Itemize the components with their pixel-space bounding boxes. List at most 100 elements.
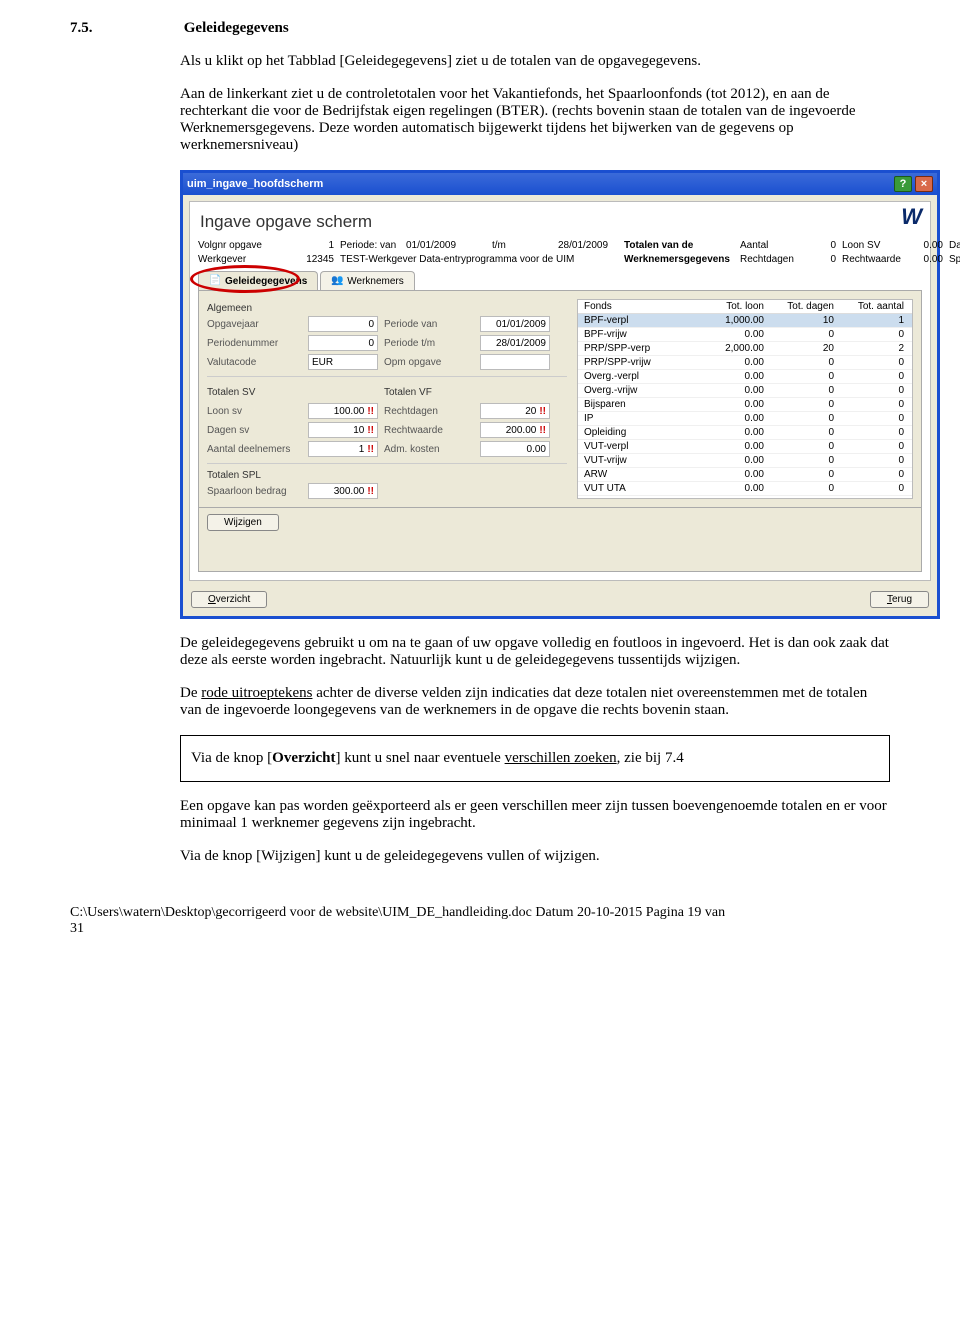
panel-title: Ingave opgave scherm — [198, 208, 922, 240]
para-7: Via de knop [Wijzigen] kunt u de geleide… — [180, 848, 890, 865]
table-row[interactable]: VUT-verpl0.0000 — [578, 440, 912, 454]
fld-aantaldn[interactable]: 1!! — [308, 441, 378, 457]
fld-opgavejaar[interactable]: 0 — [308, 316, 378, 332]
val-rechtdagen: 0 — [806, 254, 836, 265]
panel: W Ingave opgave scherm Volgnr opgave 1 P… — [189, 201, 931, 581]
button-bar-2: OOverzichtverzicht Terug — [183, 587, 937, 616]
section-header: 7.5. Geleidegegevens — [70, 20, 890, 37]
lbl-loonsv: Loon SV — [842, 240, 897, 251]
table-row[interactable]: VUT-vrijw0.0000 — [578, 454, 912, 468]
overzicht-button[interactable]: OOverzichtverzicht — [191, 591, 267, 608]
lbl-rechtwaarde: Rechtwaarde — [842, 254, 897, 265]
para-4: De rode uitroeptekens achter de diverse … — [180, 685, 890, 719]
footer-path: C:\Users\watern\Desktop\gecorrigeerd voo… — [70, 905, 890, 921]
fld-periodetm[interactable]: 28/01/2009 — [480, 335, 550, 351]
lbl-spaarloon2: Spaarloon bedrag — [207, 486, 302, 497]
para-3: De geleidegegevens gebruikt u om na te g… — [180, 635, 890, 669]
table-row[interactable]: BPF-vrijw0.0000 — [578, 328, 912, 342]
tab-werknemers[interactable]: 👥 Werknemers — [320, 271, 415, 290]
lbl-valuta: Valutacode — [207, 357, 302, 368]
grp-algemeen: Algemeen — [207, 303, 567, 314]
grp-totspl: Totalen SPL — [207, 470, 567, 481]
lbl-dagensv2: Dagen sv — [207, 425, 302, 436]
tab-geleidegegevens[interactable]: 📄 Geleidegegevens — [198, 271, 318, 290]
table-row[interactable]: Bijsparen0.0000 — [578, 398, 912, 412]
logo: W — [901, 204, 922, 230]
section-num: 7.5. — [70, 20, 180, 37]
table-row[interactable]: Opleiding0.0000 — [578, 426, 912, 440]
screenshot-window: uim_ingave_hoofdscherm ? × W Ingave opga… — [180, 170, 940, 619]
table-row[interactable]: Overg.-vrijw0.0000 — [578, 384, 912, 398]
window-title: uim_ingave_hoofdscherm — [187, 178, 323, 190]
fld-periodevan[interactable]: 01/01/2009 — [480, 316, 550, 332]
table-row[interactable]: VUT UTA0.0000 — [578, 482, 912, 496]
section-title: Geleidegegevens — [184, 20, 289, 36]
fld-rechtw[interactable]: 200.00!! — [480, 422, 550, 438]
para-1: Als u klikt op het Tabblad [Geleidegegev… — [180, 53, 890, 70]
col-totaantal: Tot. aantal — [834, 301, 904, 312]
col-totloon: Tot. loon — [694, 301, 764, 312]
fond-head: Fonds Tot. loon Tot. dagen Tot. aantal — [578, 300, 912, 314]
exc-icon: !! — [539, 425, 546, 436]
fld-periodennr[interactable]: 0 — [308, 335, 378, 351]
table-row[interactable]: IP0.0000 — [578, 412, 912, 426]
exc-icon: !! — [367, 406, 374, 417]
people-icon: 👥 — [331, 275, 343, 287]
col-totdagen: Tot. dagen — [764, 301, 834, 312]
fld-opm[interactable] — [480, 354, 550, 370]
lbl-aantaldn: Aantal deelnemers — [207, 444, 302, 455]
lbl-opm: Opm opgave — [384, 357, 474, 368]
lbl-periodevan: Periode van — [384, 319, 474, 330]
lbl-rechtw2: Rechtwaarde — [384, 425, 474, 436]
grp-totsv: Totalen SV — [207, 387, 378, 398]
lbl-tm: t/m — [492, 240, 552, 251]
val-werkgever-naam: TEST-Werkgever Data-entryprogramma voor … — [340, 254, 618, 265]
table-row[interactable]: BPF-verpl1,000.00101 — [578, 314, 912, 328]
fld-dagensv[interactable]: 10!! — [308, 422, 378, 438]
help-icon[interactable]: ? — [894, 176, 912, 192]
table-row[interactable]: PRP/SPP-vrijw0.0000 — [578, 356, 912, 370]
fld-admk[interactable]: 0.00 — [480, 441, 550, 457]
val-periodevan: 01/01/2009 — [406, 240, 486, 251]
lbl-aantal: Aantal — [740, 240, 800, 251]
lbl-loonsv2: Loon sv — [207, 406, 302, 417]
wijzigen-button[interactable]: Wijzigen — [207, 514, 279, 531]
val-werkgever: 12345 — [274, 254, 334, 265]
lbl-admk: Adm. kosten — [384, 444, 474, 455]
close-icon[interactable]: × — [915, 176, 933, 192]
header-grid: Volgnr opgave 1 Periode: van 01/01/2009 … — [198, 240, 922, 265]
terug-button[interactable]: Terug — [870, 591, 929, 608]
table-row[interactable]: ARW0.0000 — [578, 468, 912, 482]
tab-icon: 📄 — [209, 275, 221, 287]
para-6: Een opgave kan pas worden geëxporteerd a… — [180, 798, 890, 832]
titlebar: uim_ingave_hoofdscherm ? × — [183, 173, 937, 195]
lbl-opgavejaar: Opgavejaar — [207, 319, 302, 330]
lbl-rechtdg: Rechtdagen — [384, 406, 474, 417]
footer-page: 31 — [70, 921, 890, 937]
exc-icon: !! — [539, 406, 546, 417]
lbl-dagensv: Dagen SV — [949, 240, 960, 251]
table-row[interactable]: PRP/SPP-verp2,000.00202 — [578, 342, 912, 356]
table-row[interactable]: Overg.-verpl0.0000 — [578, 370, 912, 384]
fld-valuta[interactable]: EUR — [308, 354, 378, 370]
lbl-volgnr: Volgnr opgave — [198, 240, 268, 251]
lbl-periodennr: Periodenummer — [207, 338, 302, 349]
fld-loonsv[interactable]: 100.00!! — [308, 403, 378, 419]
fld-spaarloon[interactable]: 300.00!! — [308, 483, 378, 499]
para-2: Aan de linkerkant ziet u de controletota… — [180, 86, 890, 154]
val-volgnr: 1 — [274, 240, 334, 251]
left-col: Algemeen Opgavejaar 0 Periode van 01/01/… — [207, 299, 567, 499]
form-body: Algemeen Opgavejaar 0 Periode van 01/01/… — [198, 291, 922, 508]
lbl-periodetm: Periode t/m — [384, 338, 474, 349]
footer: C:\Users\watern\Desktop\gecorrigeerd voo… — [70, 905, 890, 937]
lbl-werkgever: Werkgever — [198, 254, 268, 265]
lbl-totalen3: Werknemersgegevens — [624, 254, 734, 265]
lbl-rechtdagen: Rechtdagen — [740, 254, 800, 265]
lbl-periode: Periode: van — [340, 240, 400, 251]
exc-icon: !! — [367, 425, 374, 436]
val-loonsv: 0.00 — [903, 240, 943, 251]
tabs: 📄 Geleidegegevens 👥 Werknemers — [198, 271, 922, 291]
lbl-totalen1: Totalen van de — [624, 240, 734, 251]
lbl-spaarloon: Spaarloon — [949, 254, 960, 265]
fld-rechtdg[interactable]: 20!! — [480, 403, 550, 419]
